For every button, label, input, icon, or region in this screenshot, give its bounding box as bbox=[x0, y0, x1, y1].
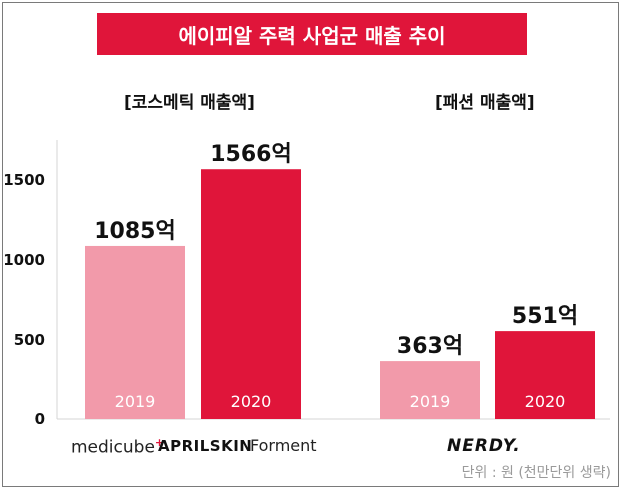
medicube-plus-icon: + bbox=[154, 436, 165, 449]
data-label: 1085억 bbox=[94, 219, 175, 244]
y-tick-label: 1500 bbox=[3, 171, 45, 189]
data-label: 363억 bbox=[397, 334, 463, 359]
bar-2020 bbox=[201, 169, 301, 419]
category-label: 2020 bbox=[525, 392, 566, 411]
unit-note: 단위 : 원 (천만단위 생략) bbox=[461, 465, 611, 481]
cosmetics-section-title: [코스메틱 매출액] bbox=[124, 93, 255, 113]
bar-2019 bbox=[85, 245, 185, 419]
category-label: 2020 bbox=[231, 392, 272, 411]
category-label: 2019 bbox=[410, 392, 451, 411]
brand-logo-aprilskin: APRILSKIN bbox=[158, 437, 253, 455]
bar-2019 bbox=[380, 361, 480, 419]
brand-logo-forment: Forment bbox=[250, 436, 317, 455]
data-label: 1566억 bbox=[210, 142, 291, 167]
chart-title: 에이피알 주력 사업군 매출 추이 bbox=[178, 23, 446, 48]
y-tick-label: 500 bbox=[13, 331, 45, 349]
bar-2020 bbox=[495, 331, 595, 419]
chart-title-banner: 에이피알 주력 사업군 매출 추이 bbox=[97, 13, 527, 55]
brand-logo-medicube: medicube+ bbox=[71, 436, 165, 458]
data-label: 551억 bbox=[512, 304, 578, 329]
fashion-section-title: [패션 매출액] bbox=[435, 93, 535, 113]
category-label: 2019 bbox=[115, 392, 156, 411]
y-tick-label: 1000 bbox=[3, 251, 45, 269]
brand-logo-nerdy: NERDY. bbox=[447, 436, 521, 456]
y-tick-label: 0 bbox=[34, 410, 45, 428]
